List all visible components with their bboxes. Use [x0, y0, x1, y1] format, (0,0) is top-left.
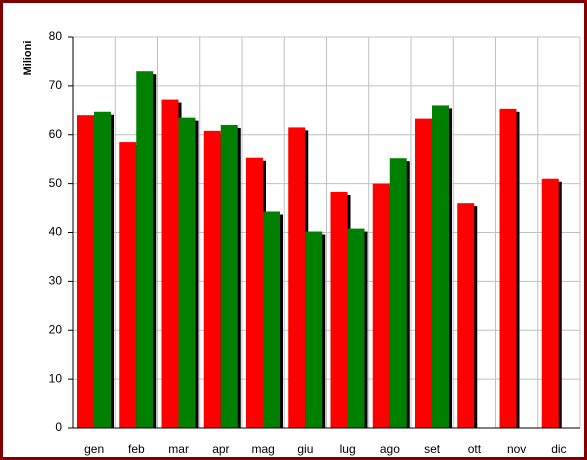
x-tick-label: ott: [468, 442, 482, 456]
bar: [347, 228, 365, 428]
x-tick-label: lug: [340, 442, 356, 456]
x-tick-label: set: [424, 442, 441, 456]
bar: [305, 231, 323, 428]
y-tick-label: 40: [49, 225, 63, 239]
bar: [119, 142, 137, 429]
x-tick-label: gen: [84, 442, 104, 456]
bar: [136, 71, 154, 429]
y-tick-label: 60: [49, 127, 63, 141]
bar: [499, 108, 517, 428]
y-tick-label: 80: [49, 29, 63, 43]
bar: [415, 118, 432, 428]
bar: [541, 178, 559, 428]
bar: [203, 130, 221, 428]
x-tick-label: dic: [551, 442, 566, 456]
x-tick-label: nov: [507, 442, 526, 456]
bar: [178, 117, 196, 429]
bar: [372, 183, 390, 428]
y-tick-label: 50: [49, 176, 63, 190]
bar: [77, 115, 94, 428]
y-tick-label: 30: [49, 274, 63, 288]
x-tick-label: mar: [168, 442, 189, 456]
y-tick-label: 10: [49, 371, 63, 385]
x-tick-label: giu: [297, 442, 313, 456]
bar: [161, 99, 179, 428]
bar: [220, 124, 238, 428]
x-tick-label: ago: [380, 442, 400, 456]
bar: [432, 105, 449, 429]
bar: [263, 211, 280, 428]
bar: [94, 111, 111, 428]
bar: [246, 157, 263, 428]
bar: [457, 203, 475, 428]
x-tick-label: feb: [128, 442, 145, 456]
bar: [288, 127, 306, 428]
y-tick-label: 70: [49, 78, 63, 92]
y-axis-label: Milioni: [22, 41, 34, 76]
y-tick-label: 0: [55, 420, 62, 434]
x-tick-label: mag: [251, 442, 274, 456]
x-tick-label: apr: [212, 442, 229, 456]
bar: [389, 158, 407, 428]
bar: [330, 191, 348, 428]
y-tick-label: 20: [49, 322, 63, 336]
